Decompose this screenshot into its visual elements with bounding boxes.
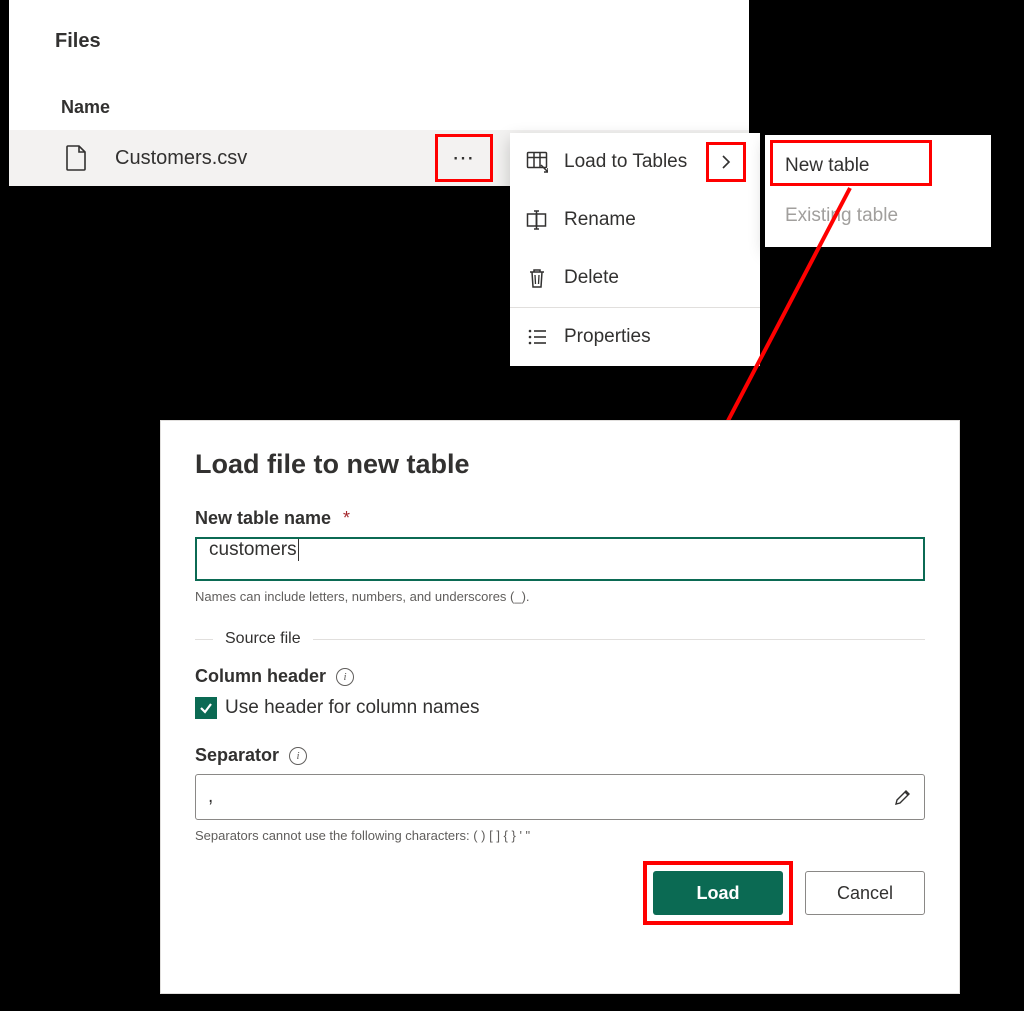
- submenu-item-label: New table: [785, 155, 870, 177]
- checkbox-label: Use header for column names: [225, 697, 480, 719]
- required-indicator: *: [343, 508, 350, 529]
- menu-item-label: Properties: [564, 326, 651, 348]
- properties-icon: [526, 326, 548, 348]
- source-file-section[interactable]: Source file: [195, 630, 925, 648]
- file-name: Customers.csv: [115, 147, 247, 170]
- submenu-item-existing-table: Existing table: [765, 191, 991, 241]
- load-button[interactable]: Load: [653, 871, 783, 915]
- separator-label: Separator i: [195, 745, 925, 766]
- separator-value: ,: [208, 786, 894, 808]
- menu-item-load-to-tables[interactable]: Load to Tables: [510, 133, 760, 191]
- submenu-chevron-highlight: [706, 142, 746, 182]
- menu-item-rename[interactable]: Rename: [510, 191, 760, 249]
- new-table-name-label: New table name *: [195, 508, 925, 529]
- dialog-title: Load file to new table: [195, 449, 925, 480]
- rename-icon: [526, 209, 548, 231]
- ellipsis-icon: ⋯: [452, 145, 476, 171]
- dialog-buttons: Load Cancel: [195, 861, 925, 925]
- load-file-dialog: Load file to new table New table name * …: [160, 420, 960, 994]
- use-header-checkbox-row[interactable]: Use header for column names: [195, 697, 925, 719]
- menu-item-properties[interactable]: Properties: [510, 308, 760, 366]
- submenu: New table Existing table: [765, 135, 991, 247]
- text-cursor: [298, 539, 299, 561]
- info-icon[interactable]: i: [289, 747, 307, 765]
- name-hint: Names can include letters, numbers, and …: [195, 589, 925, 604]
- separator-hint: Separators cannot use the following char…: [195, 828, 925, 843]
- file-icon: [65, 145, 87, 171]
- edit-icon[interactable]: [894, 788, 912, 806]
- menu-item-label: Delete: [564, 267, 619, 289]
- load-button-highlight: Load: [643, 861, 793, 925]
- more-actions-button[interactable]: ⋯: [435, 134, 493, 182]
- new-table-name-input[interactable]: customers: [195, 537, 925, 581]
- files-title: Files: [55, 30, 101, 53]
- menu-item-label: Load to Tables: [564, 151, 687, 173]
- name-column-header[interactable]: Name: [61, 97, 110, 118]
- context-menu: Load to Tables Rename Delet: [510, 133, 760, 366]
- cancel-button[interactable]: Cancel: [805, 871, 925, 915]
- chevron-right-icon: [719, 155, 733, 169]
- menu-item-delete[interactable]: Delete: [510, 249, 760, 307]
- separator-input[interactable]: ,: [195, 774, 925, 820]
- submenu-item-new-table[interactable]: New table: [765, 141, 991, 191]
- table-icon: [526, 151, 548, 173]
- trash-icon: [526, 267, 548, 289]
- column-header-label: Column header i: [195, 666, 925, 687]
- checkbox-icon[interactable]: [195, 697, 217, 719]
- submenu-item-label: Existing table: [785, 205, 898, 227]
- info-icon[interactable]: i: [336, 668, 354, 686]
- source-file-label: Source file: [225, 630, 301, 648]
- menu-item-label: Rename: [564, 209, 636, 231]
